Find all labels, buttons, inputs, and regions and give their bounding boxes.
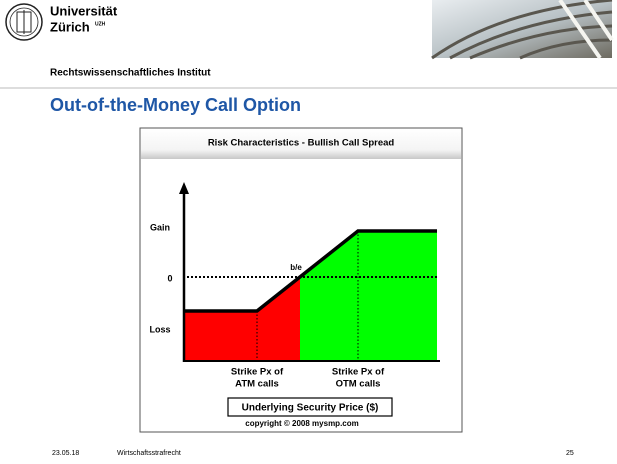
diagram: Risk Characteristics - Bullish Call Spre… — [140, 128, 462, 432]
breakeven-label: b/e — [290, 263, 302, 272]
footer-page: 25 — [566, 450, 574, 457]
university: Universität — [50, 3, 118, 18]
slide-title: Out-of-the-Money Call Option — [50, 95, 301, 115]
strike-label: OTM calls — [336, 379, 381, 390]
header-photo — [432, 0, 612, 58]
city: Zürich — [50, 19, 90, 34]
copyright: copyright © 2008 mysmp.com — [245, 419, 359, 428]
strike-label: ATM calls — [235, 379, 279, 390]
slide: Universität Zürich UZH Rechtswissenschaf… — [0, 0, 617, 464]
city-mark: UZH — [95, 21, 106, 27]
x-axis-label: Underlying Security Price ($) — [242, 403, 379, 414]
strike-label: Strike Px of — [231, 367, 284, 378]
footer-course: Wirtschaftsstrafrecht — [117, 450, 181, 457]
institute: Rechtswissenschaftliches Institut — [50, 68, 211, 79]
y-label: Gain — [150, 222, 170, 232]
footer-date: 23.05.18 — [52, 450, 79, 457]
strike-label: Strike Px of — [332, 367, 385, 378]
diagram-title: Risk Characteristics - Bullish Call Spre… — [208, 138, 395, 149]
y-label: 0 — [167, 273, 172, 283]
y-label: Loss — [149, 324, 170, 334]
